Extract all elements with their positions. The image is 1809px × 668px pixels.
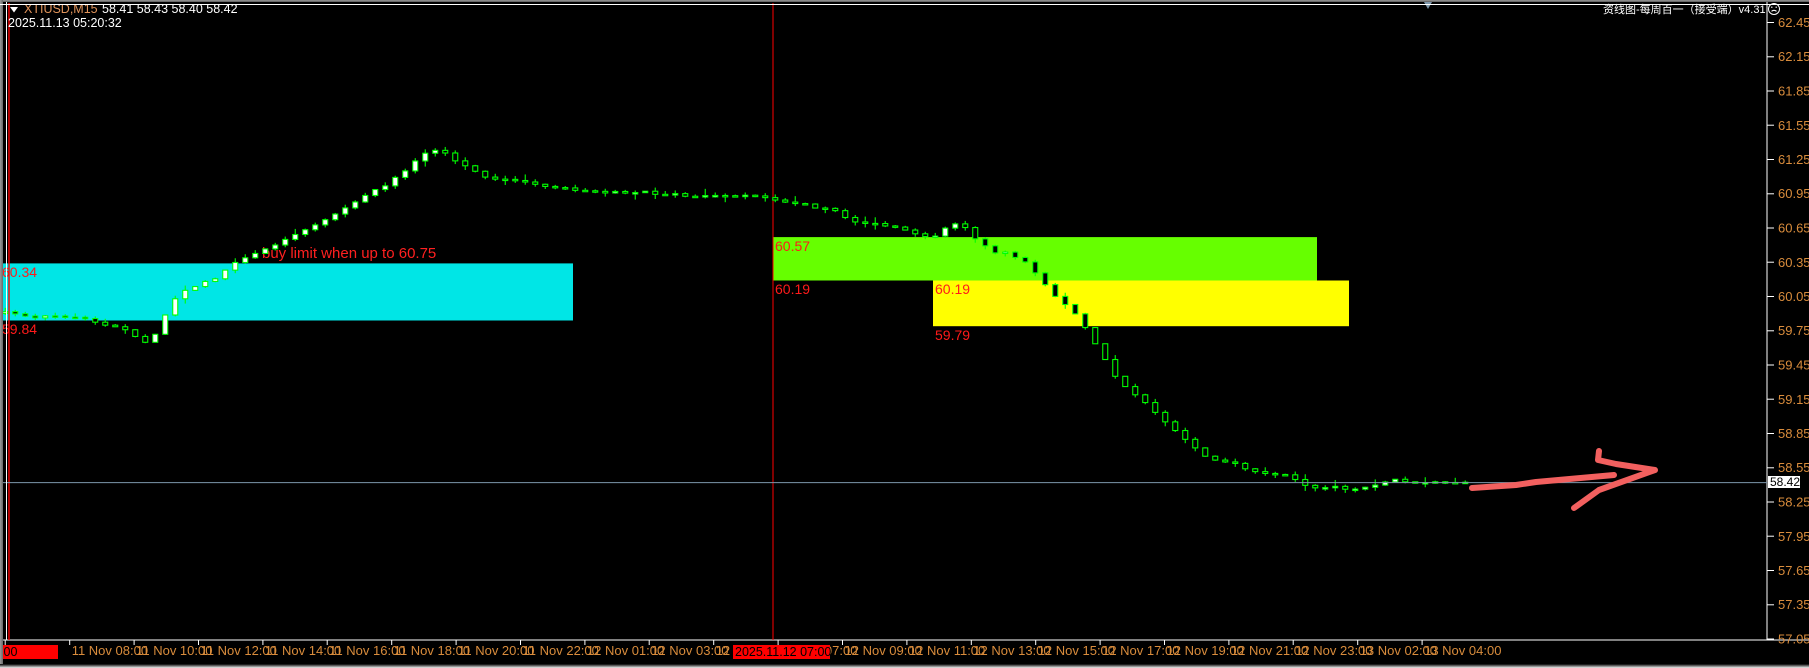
svg-text:60.95: 60.95 [1778,186,1809,201]
svg-text:62.15: 62.15 [1778,49,1809,64]
svg-text:58.42: 58.42 [1770,475,1800,489]
svg-text:buy limit when up to 60.75: buy limit when up to 60.75 [262,245,436,262]
svg-text:60.05: 60.05 [1778,289,1809,304]
svg-text:59.79: 59.79 [935,327,970,343]
svg-text:59.45: 59.45 [1778,358,1809,373]
svg-text:57.35: 57.35 [1778,597,1809,612]
svg-text:60.35: 60.35 [1778,255,1809,270]
svg-text:58.55: 58.55 [1778,460,1809,475]
svg-text:57.65: 57.65 [1778,563,1809,578]
svg-text:61.55: 61.55 [1778,118,1809,133]
svg-text:57.05: 57.05 [1778,632,1809,647]
svg-text:60.19: 60.19 [935,281,970,297]
svg-text:60.65: 60.65 [1778,221,1809,236]
svg-text:13 Nov 04:00: 13 Nov 04:00 [1424,643,1501,658]
svg-text:2025.11.12 07:00: 2025.11.12 07:00 [735,645,831,659]
svg-text:59.75: 59.75 [1778,323,1809,338]
svg-text:60.57: 60.57 [775,238,810,254]
svg-text:60.19: 60.19 [775,281,810,297]
svg-text:57.95: 57.95 [1778,529,1809,544]
svg-text:59.84: 59.84 [2,321,37,337]
svg-text:61.25: 61.25 [1778,152,1809,167]
svg-text:61.85: 61.85 [1778,84,1809,99]
svg-text:58.85: 58.85 [1778,426,1809,441]
svg-text:60.34: 60.34 [2,264,37,280]
svg-text:58.25: 58.25 [1778,495,1809,510]
svg-text:62.45: 62.45 [1778,15,1809,30]
svg-text:2025.11.13 05:20:32: 2025.11.13 05:20:32 [8,16,122,30]
svg-text:59.15: 59.15 [1778,392,1809,407]
